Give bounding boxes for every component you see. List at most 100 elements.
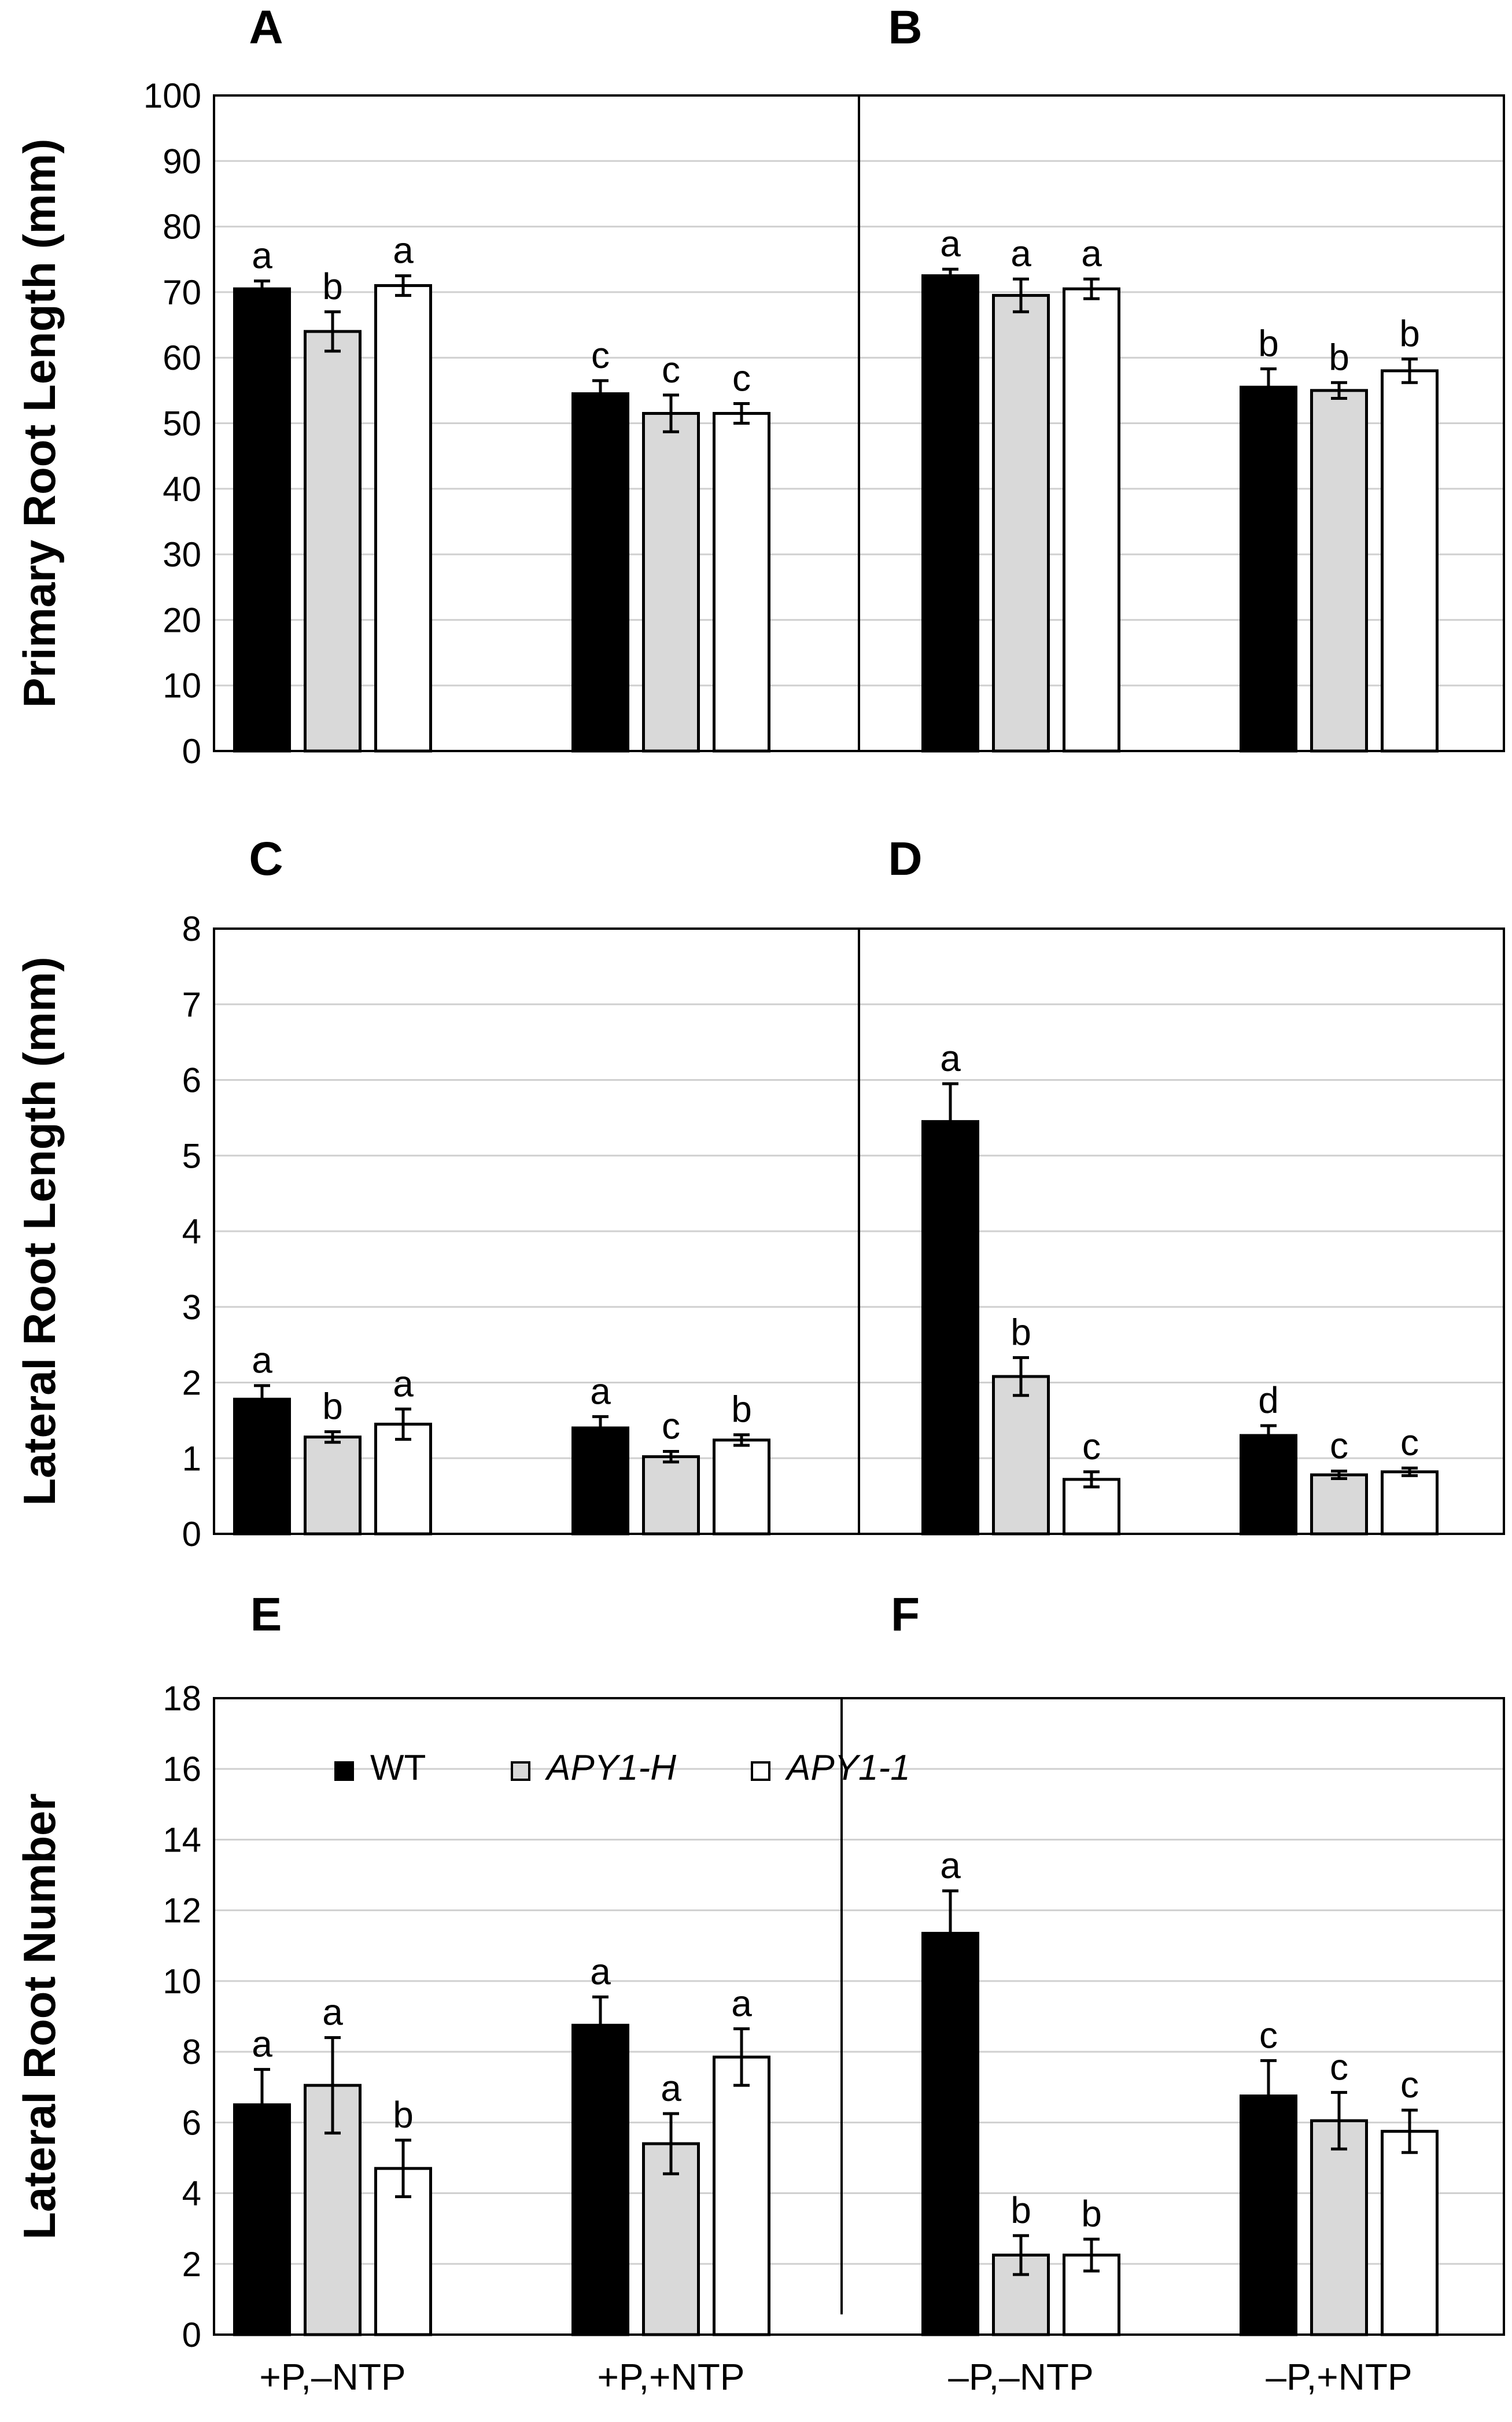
bar-wt [921,1931,979,2336]
significance-letter: a [393,1363,414,1404]
bar-wt [571,392,629,753]
significance-letter: d [1258,1379,1279,1421]
y-tick-label: 18 [163,1679,201,1718]
y-tick-label: 6 [182,1061,201,1100]
y-tick-label: 16 [163,1750,201,1788]
y-tick-label: 4 [182,2174,201,2213]
legend-swatch [751,1761,770,1781]
significance-letter: a [1011,233,1031,274]
bar-apy1-1 [713,2055,770,2336]
y-axis-label: Lateral Root Length (mm) [14,957,65,1506]
panel-label: C [249,833,283,885]
significance-letter: c [1400,1422,1419,1463]
legend-label: APY1-1 [784,1748,910,1788]
y-tick-label: 8 [182,910,201,948]
panel-label: E [250,1588,282,1641]
x-category-label: –P,–NTP [948,2356,1093,2398]
significance-letter: b [322,1385,343,1427]
significance-letter: c [662,349,680,391]
significance-letter: b [1329,336,1349,378]
y-tick-label: 3 [182,1288,201,1327]
panel-label: F [891,1588,920,1641]
y-tick-label: 20 [163,601,201,639]
significance-letter: b [1258,322,1279,364]
y-tick-label: 10 [163,667,201,705]
legend-swatch [511,1761,530,1781]
y-tick-label: 10 [163,1962,201,2001]
y-tick-label: 4 [182,1212,201,1251]
significance-letter: b [1011,2189,1031,2231]
bar-apy1-h [992,1375,1050,1536]
legend-swatch [334,1761,354,1781]
significance-letter: c [1330,1425,1348,1466]
bar-apy1-1 [713,412,770,753]
significance-letter: a [393,230,414,271]
y-tick-label: 2 [182,2245,201,2284]
x-category-label: –P,+NTP [1266,2356,1412,2398]
bar-apy1-1 [713,1438,770,1536]
significance-letter: a [940,223,961,264]
y-tick-label: 1 [182,1439,201,1478]
y-tick-label: 50 [163,404,201,443]
chart-2: 0 1 2 3 4 5 6 7 8 Lateral Root Length (mm) C Da a a d b… [14,833,1505,1554]
y-tick-label: 30 [163,535,201,574]
y-tick-label: 0 [182,1515,201,1554]
y-tick-label: 12 [163,1891,201,1930]
bar-apy1-1 [374,284,432,753]
y-tick-label: 6 [182,2103,201,2142]
bar-apy1-1 [1063,1478,1120,1536]
bar-apy1-1 [1063,287,1120,753]
bar-apy1-1 [374,1422,432,1536]
significance-letter: c [1082,1426,1101,1467]
y-tick-label: 80 [163,208,201,246]
y-axis-label: Primary Root Length (mm) [14,139,65,708]
significance-letter: a [590,1370,611,1412]
bar-wt [1240,1434,1297,1536]
bar-apy1-h [1310,389,1368,753]
x-category-label: +P,+NTP [598,2356,745,2398]
chart-3: 0 2 4 6 8 10 12 14 16 18 Lateral Root Number E Fa a a c… [14,1588,1505,2354]
y-tick-label: 70 [163,273,201,312]
x-category-label: +P,–NTP [259,2356,405,2398]
bar-apy1-h [1310,1473,1368,1536]
bar-wt [233,1397,291,1536]
significance-letter: a [252,1339,272,1381]
legend: WT APY1-H APY1-1 [334,1748,910,1788]
y-axis-label: Lateral Root Number [14,1793,65,2239]
bar-apy1-h [1310,2119,1368,2336]
bar-wt [571,2023,629,2336]
y-tick-label: 7 [182,985,201,1024]
y-tick-label: 8 [182,2033,201,2071]
y-tick-label: 40 [163,470,201,509]
significance-letter: b [1399,312,1420,354]
bar-wt [233,2103,291,2336]
significance-letter: c [591,334,610,376]
significance-letter: c [662,1405,680,1446]
panel-label: A [249,1,283,54]
y-tick-label: 100 [143,76,201,115]
significance-letter: a [940,1037,961,1079]
significance-letter: a [252,2023,272,2065]
significance-letter: c [1259,2014,1278,2056]
bar-apy1-h [642,1455,700,1536]
significance-letter: a [1081,233,1102,274]
panel-label: D [888,833,922,885]
bar-apy1-1 [1381,1470,1439,1536]
bar-apy1-1 [1381,2130,1439,2336]
y-tick-label: 60 [163,338,201,377]
bar-wt [571,1426,629,1536]
legend-label: APY1-H [544,1748,676,1788]
plot-frame [213,1697,1505,2336]
bar-wt [1240,385,1297,753]
significance-letter: b [1011,1311,1031,1353]
y-tick-label: 0 [182,732,201,771]
y-tick-label: 5 [182,1136,201,1175]
y-tick-label: 90 [163,142,201,181]
chart-1: 0 10 20 30 40 50 60 70 80 90 100 Primary Root Lengt… [14,1,1505,771]
significance-letter: a [322,1992,343,2033]
bar-wt [233,287,291,753]
panel-label: B [888,1,922,54]
significance-letter: a [590,1950,611,1992]
